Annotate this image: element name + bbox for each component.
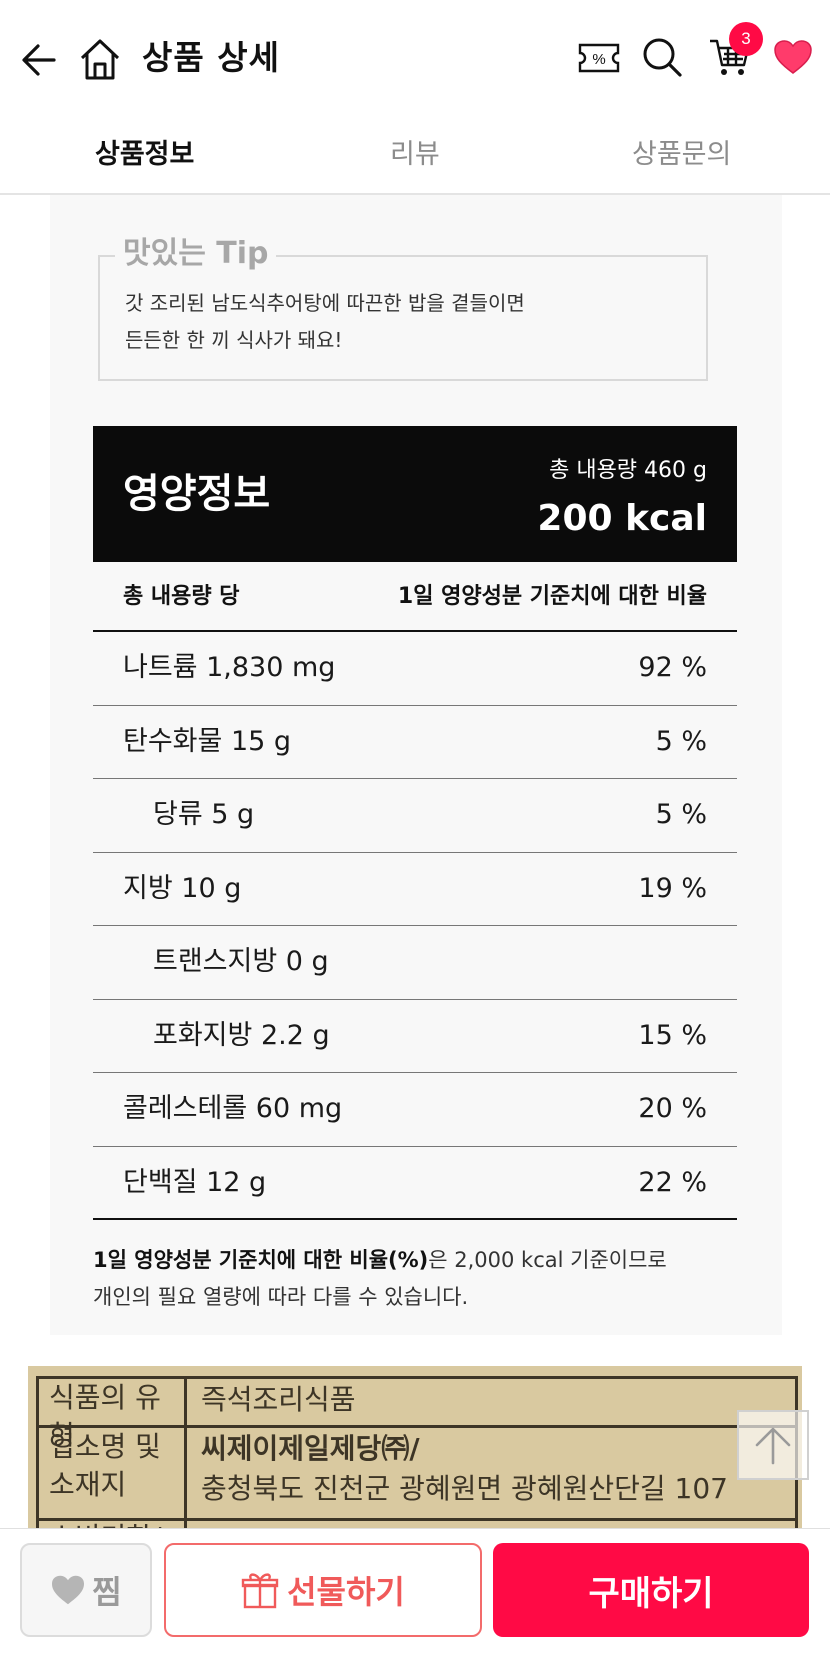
cart-icon[interactable] <box>704 32 754 82</box>
nutrition-row: 지방 10 g 19 % <box>93 853 737 926</box>
footnote-text: 은 2,000 kcal 기준이므로 <box>428 1248 667 1272</box>
tab-product-inquiry[interactable]: 상품문의 <box>632 139 732 170</box>
label-grid: 식품의 유형 즉석조리식품 업소명 및 소재지 씨제이제일제당㈜/ 충청북도 진… <box>36 1376 798 1528</box>
scroll-to-top-button[interactable] <box>737 1410 809 1480</box>
arrow-up-icon <box>755 1427 791 1465</box>
cart-count-badge: 3 <box>729 22 763 56</box>
bottom-action-bar: 찜 선물하기 구매하기 <box>0 1528 830 1678</box>
label-key-company-line2: 소재지 <box>49 1468 127 1501</box>
search-icon[interactable] <box>638 32 686 82</box>
tip-title: 맛있는 Tip <box>115 232 277 276</box>
buy-button[interactable]: 구매하기 <box>493 1543 809 1637</box>
top-app-bar: 상품 상세 % 3 <box>0 0 830 115</box>
nutrient-percent: 20 % <box>638 1093 707 1124</box>
nutrient-name: 탄수화물 15 g <box>123 725 292 757</box>
nutrition-footnote-line1: 1일 영양성분 기준치에 대한 비율(%)은 2,000 kcal 기준이므로 <box>93 1245 743 1275</box>
coupon-percent-label: % <box>592 51 605 68</box>
nutrition-row: 콜레스테롤 60 mg 20 % <box>93 1073 737 1147</box>
gift-button[interactable]: 선물하기 <box>164 1543 482 1637</box>
label-value-company: 씨제이제일제당㈜/ <box>201 1432 420 1465</box>
nutrient-name: 포화지방 2.2 g <box>153 1019 330 1051</box>
nutrient-percent: 5 % <box>655 725 707 757</box>
nutrient-name: 지방 10 g <box>123 872 242 904</box>
nutrition-rows: 나트륨 1,830 mg 92 % 탄수화물 15 g 5 % 당류 5 g 5… <box>93 632 737 1220</box>
footnote-bold-text: 1일 영양성분 기준치에 대한 비율(%) <box>93 1248 429 1272</box>
label-key-expiry: 소비기한/ <box>39 1519 187 1528</box>
product-detail-image <box>50 195 782 1335</box>
wishlist-label: 찜 <box>92 1573 122 1611</box>
nutrient-name: 콜레스테롤 60 mg <box>123 1093 343 1124</box>
nutrient-name: 트랜스지방 0 g <box>153 946 329 977</box>
product-label-table: 식품의 유형 즉석조리식품 업소명 및 소재지 씨제이제일제당㈜/ 충청북도 진… <box>28 1366 802 1528</box>
heart-icon[interactable] <box>768 34 818 80</box>
column-per-total: 총 내용량 당 <box>123 584 240 609</box>
gift-label: 선물하기 <box>287 1573 405 1611</box>
nutrient-name: 단백질 12 g <box>123 1166 267 1198</box>
tab-reviews[interactable]: 리뷰 <box>390 139 440 170</box>
back-arrow-icon[interactable] <box>14 34 66 86</box>
nutrient-percent: 22 % <box>638 1166 707 1198</box>
nutrient-percent: 92 % <box>638 652 707 683</box>
column-daily-value: 1일 영양성분 기준치에 대한 비율 <box>397 584 707 609</box>
nutrition-header: 영양정보 총 내용량 460 g 200 kcal <box>93 426 737 562</box>
nutrient-name: 나트륨 1,830 mg <box>123 652 336 683</box>
label-divider <box>39 1425 795 1428</box>
nutrition-column-header: 총 내용량 당 1일 영양성분 기준치에 대한 비율 <box>93 562 737 632</box>
tab-product-info[interactable]: 상품정보 <box>95 139 195 170</box>
nutrition-kcal: 200 kcal <box>537 498 707 539</box>
page-title: 상품 상세 <box>142 38 280 77</box>
nutrient-percent: 15 % <box>638 1019 707 1051</box>
nutrition-row: 포화지방 2.2 g 15 % <box>93 1000 737 1073</box>
wishlist-button[interactable]: 찜 <box>20 1543 152 1637</box>
heart-icon <box>52 1575 85 1605</box>
label-divider <box>39 1518 795 1521</box>
nutrition-title: 영양정보 <box>123 471 271 517</box>
nutrient-name: 당류 5 g <box>153 799 255 830</box>
tip-text-line2: 든든한 한 끼 식사가 돼요! <box>125 328 343 352</box>
product-tabs: 상품정보 리뷰 상품문의 <box>0 115 830 195</box>
nutrition-row: 단백질 12 g 22 % <box>93 1147 737 1220</box>
label-value-address: 충청북도 진천군 광혜원면 광혜원산단길 107 <box>201 1472 728 1505</box>
nutrition-row: 나트륨 1,830 mg 92 % <box>93 632 737 706</box>
nutrition-row: 탄수화물 15 g 5 % <box>93 706 737 779</box>
label-key-company: 업소명 및 소재지 <box>39 1428 187 1520</box>
label-value-food-type: 즉석조리식품 <box>201 1383 356 1416</box>
nutrient-percent: 5 % <box>655 799 707 830</box>
nutrition-row: 트랜스지방 0 g <box>93 926 737 1000</box>
tip-box <box>98 255 708 381</box>
home-icon[interactable] <box>74 32 126 86</box>
gift-icon <box>241 1573 279 1609</box>
tip-text-line1: 갓 조리된 남도식추어탕에 따끈한 밥을 곁들이면 <box>125 291 525 315</box>
label-key-company-line1: 업소명 및 <box>49 1430 161 1463</box>
nutrition-total-amount: 총 내용량 460 g <box>549 458 707 483</box>
nutrient-percent: 19 % <box>638 872 707 904</box>
coupon-icon[interactable]: % <box>575 36 623 80</box>
buy-label: 구매하기 <box>588 1573 714 1614</box>
nutrition-footnote-line2: 개인의 필요 열량에 따라 다를 수 있습니다. <box>93 1285 469 1309</box>
nutrition-row: 당류 5 g 5 % <box>93 779 737 853</box>
label-key-food-type: 식품의 유형 <box>39 1379 187 1452</box>
